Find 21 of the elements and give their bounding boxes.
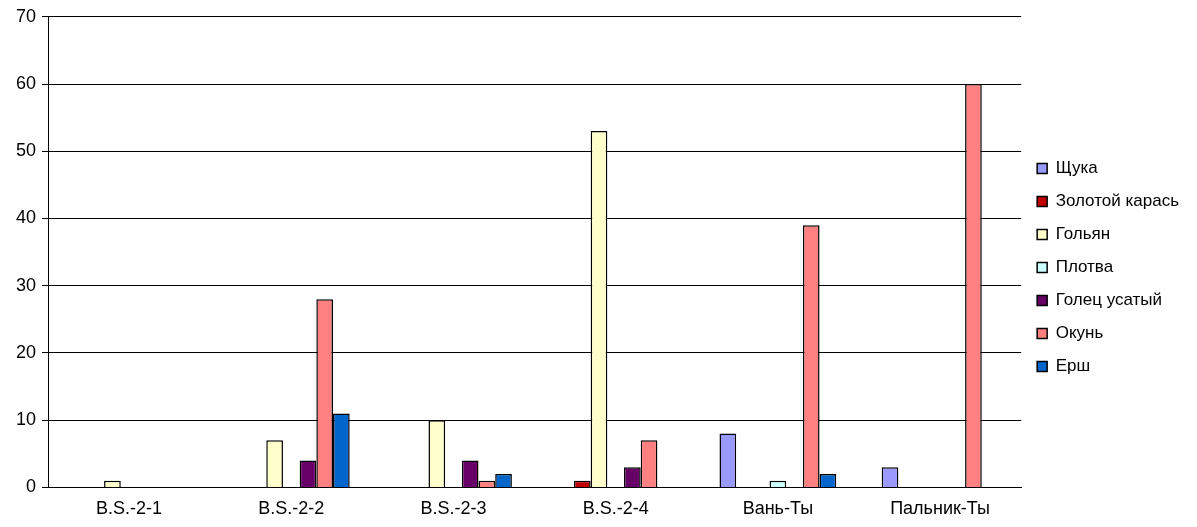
legend-label: Ерш	[1055, 356, 1091, 376]
legend-label: Золотой карась	[1055, 191, 1180, 211]
y-tick-label: 30	[15, 274, 37, 295]
legend-label: Голец усатый	[1055, 290, 1163, 310]
x-tick-label: Вань-Ты	[742, 498, 814, 519]
x-tick-label: B.S.-2-1	[96, 498, 163, 519]
y-tick-label: 20	[15, 341, 37, 362]
y-tick-label: 40	[15, 207, 37, 228]
y-tick-label: 0	[26, 476, 37, 497]
x-tick-label: Пальник-Ты	[890, 498, 990, 519]
y-tick-label: 10	[15, 409, 37, 430]
legend-label: Гольян	[1055, 224, 1111, 244]
y-tick-label: 50	[15, 140, 37, 161]
legend-label: Плотва	[1055, 257, 1114, 277]
x-tick-label: B.S.-2-2	[258, 498, 325, 519]
x-tick-label: B.S.-2-3	[420, 498, 487, 519]
y-tick-label: 70	[15, 5, 37, 26]
y-tick-label: 60	[15, 73, 37, 93]
x-tick-label: B.S.-2-4	[582, 498, 649, 519]
legend-label: Щука	[1055, 158, 1099, 178]
legend-label: Окунь	[1055, 323, 1104, 343]
